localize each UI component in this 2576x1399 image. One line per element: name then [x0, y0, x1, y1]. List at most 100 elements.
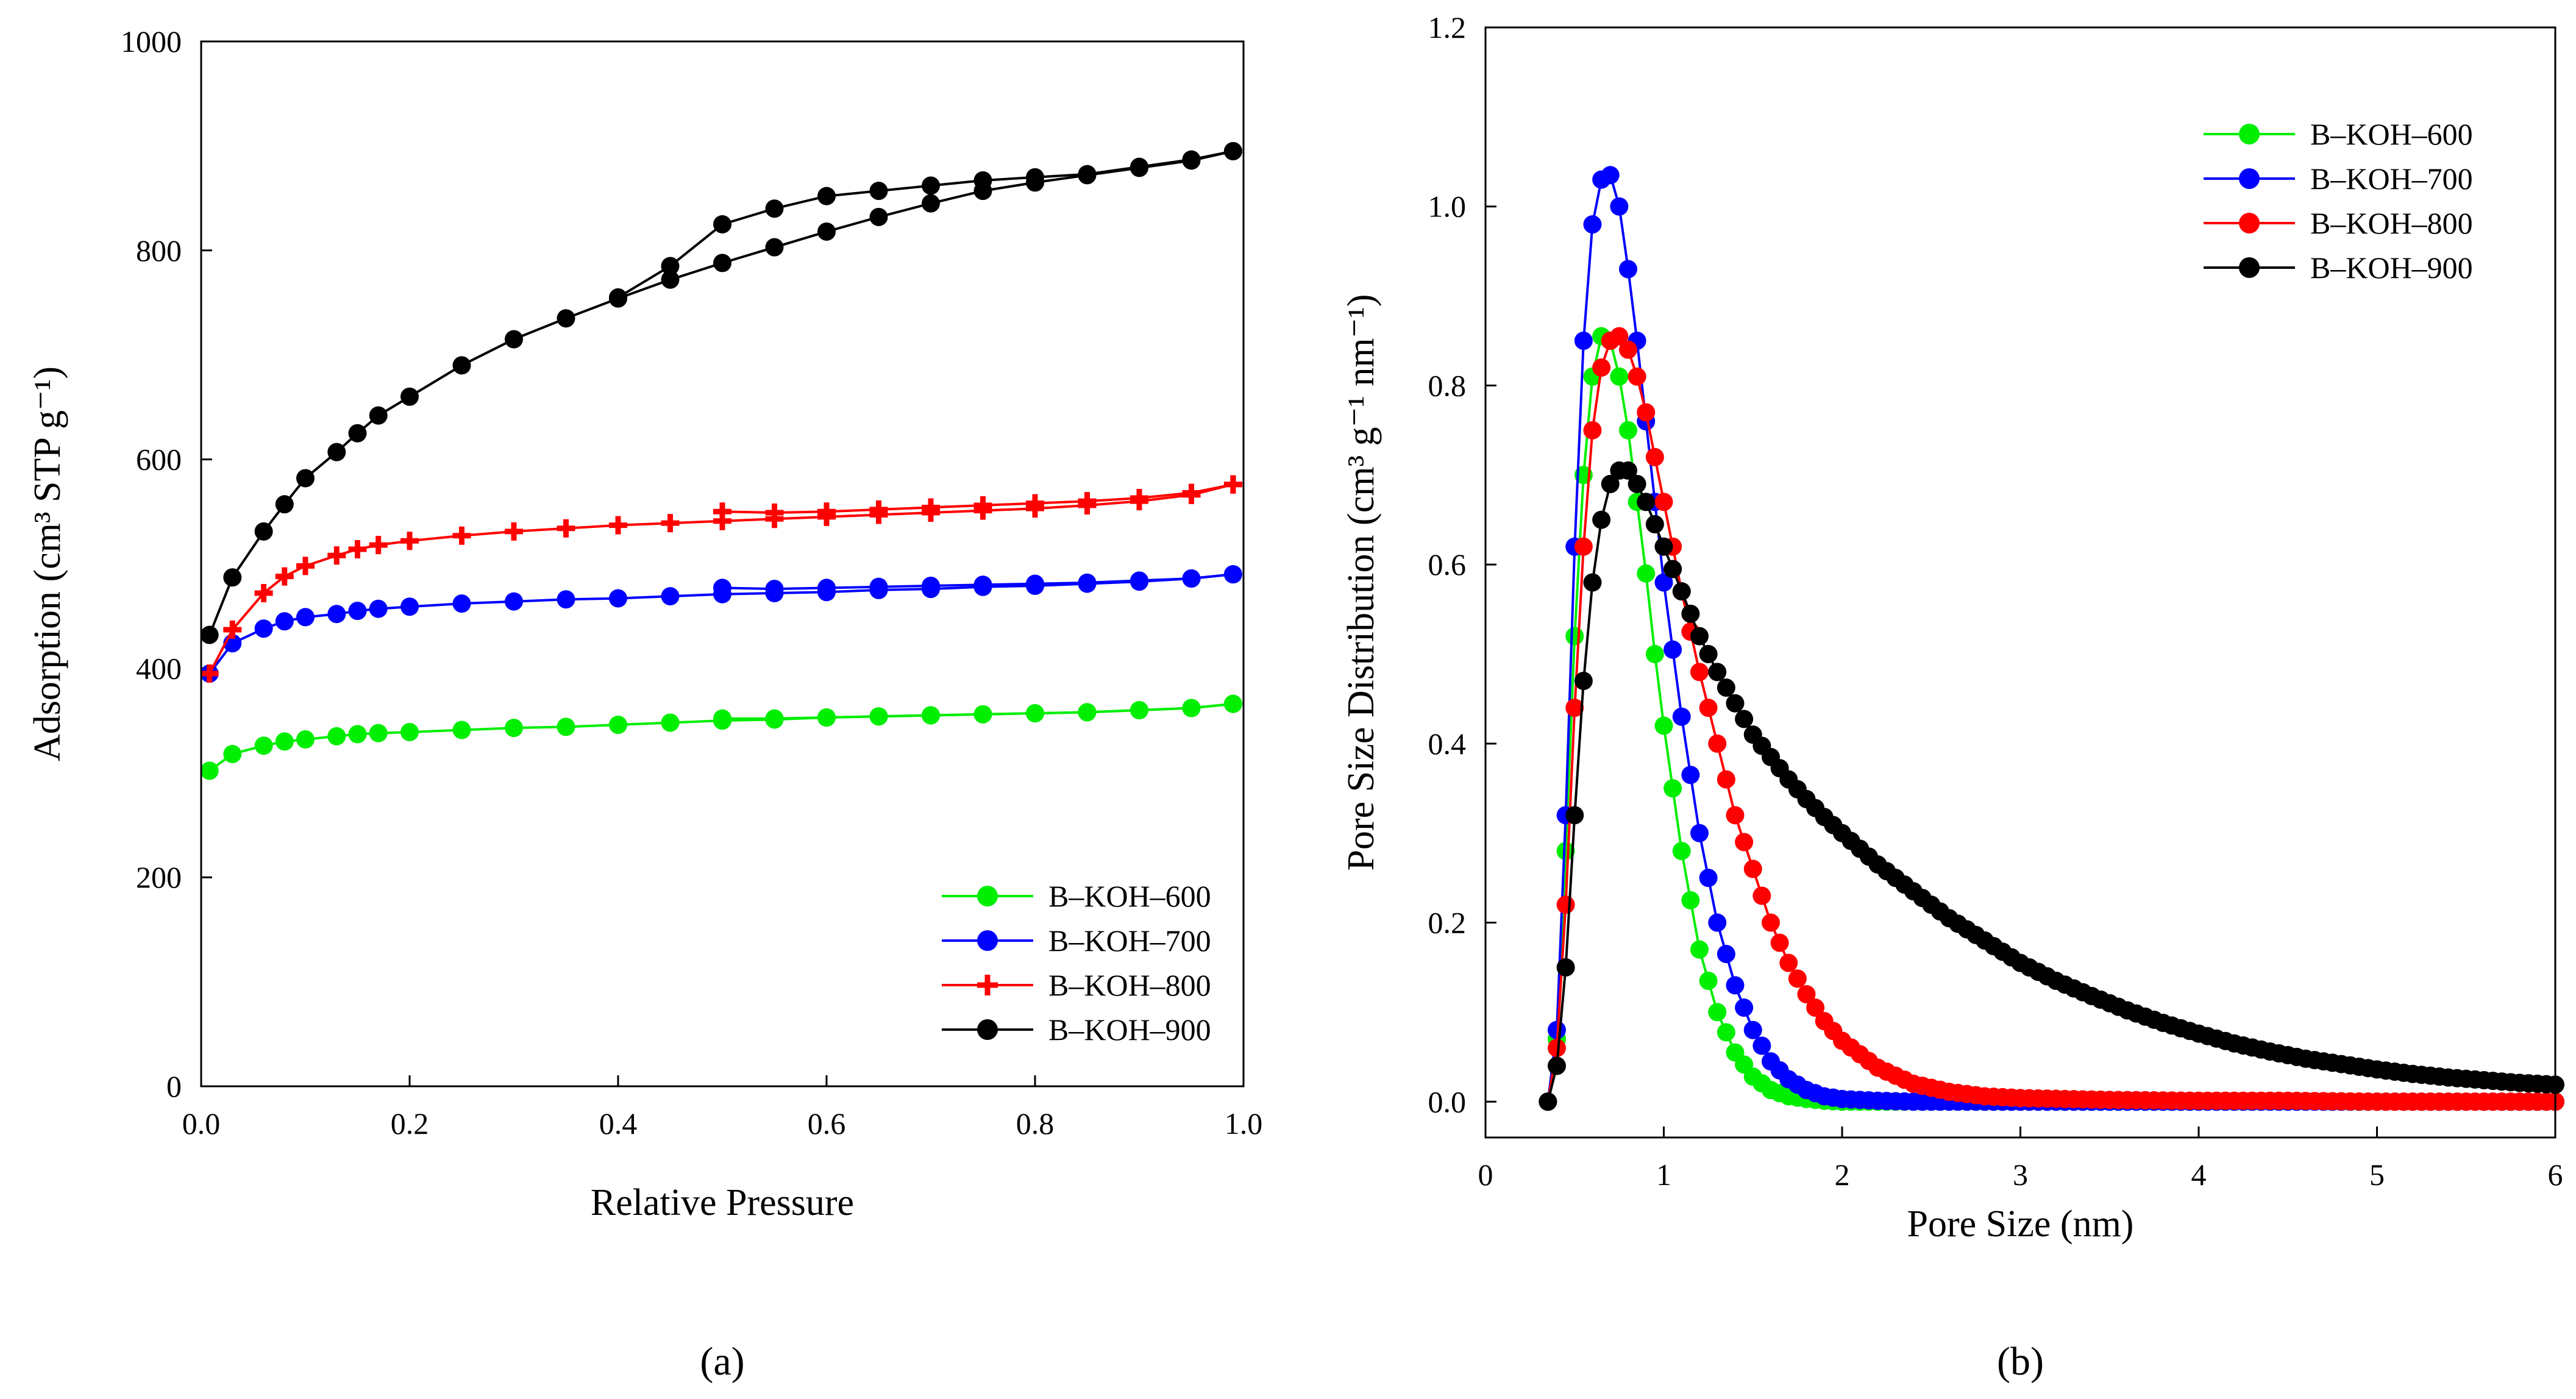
data-point [1699, 699, 1718, 717]
desorption-point [1130, 157, 1148, 176]
data-point [1770, 933, 1789, 952]
data-point [1663, 640, 1682, 659]
data-point [1743, 860, 1762, 878]
y-tick-label: 0.4 [1428, 727, 1467, 761]
data-point [1752, 886, 1771, 905]
legend-item-b-koh-600: B–KOH–600 [2204, 117, 2473, 151]
adsorption-point [922, 194, 940, 213]
y-tick-label: 1.2 [1428, 10, 1467, 44]
chart-b-legend: B–KOH–600 B–KOH–700 B–KOH–800 B–KOH–900 [2204, 117, 2473, 285]
adsorption-point [327, 443, 346, 461]
legend-marker [2239, 124, 2260, 144]
legend-marker [977, 886, 998, 906]
adsorption-point [505, 719, 523, 738]
adsorption-point [557, 717, 575, 736]
legend-marker [977, 930, 998, 951]
data-point [1797, 985, 1816, 1004]
chart-a-x-axis-title: Relative Pressure [591, 1182, 854, 1223]
adsorption-point [327, 727, 346, 746]
desorption-point [1223, 475, 1242, 494]
legend-item-b-koh-600: B–KOH–600 [942, 879, 1211, 913]
desorption-point [922, 576, 940, 595]
data-point [1690, 940, 1709, 959]
data-point [1548, 1039, 1566, 1058]
data-point [1574, 537, 1593, 556]
adsorption-point [275, 567, 294, 586]
data-point [1779, 953, 1798, 972]
data-point [1628, 474, 1646, 493]
data-point [1681, 766, 1700, 785]
chart-b-ticks: 0 1 2 3 4 5 6 0.0 0.2 0.4 0.6 0.8 1.0 1.2 [1428, 10, 2563, 1192]
data-point [1735, 999, 1754, 1017]
desorption-point [869, 707, 888, 726]
desorption-point [922, 176, 940, 195]
adsorption-point [505, 522, 523, 541]
data-point [1743, 1020, 1762, 1039]
desorption-point [1026, 494, 1044, 513]
y-tick-label: 400 [136, 651, 182, 685]
legend-item-b-koh-900: B–KOH–900 [2204, 251, 2473, 285]
adsorption-point [609, 516, 627, 535]
adsorption-point [661, 587, 680, 606]
data-point [1788, 969, 1807, 988]
adsorption-point [452, 526, 471, 545]
data-point [1645, 515, 1664, 534]
adsorption-point [327, 546, 346, 565]
chart-b-panel-label: (b) [1997, 1339, 2044, 1384]
legend-item-b-koh-800: B–KOH–800 [942, 968, 1211, 1002]
adsorption-point [869, 207, 888, 226]
series-b-koh-900 [1539, 461, 2564, 1111]
data-point [1699, 644, 1718, 663]
desorption-point [765, 709, 784, 728]
y-tick-label: 0.8 [1428, 368, 1467, 402]
adsorption-point [223, 744, 242, 763]
data-point [1717, 678, 1735, 697]
x-tick-label: 0 [1478, 1158, 1493, 1192]
desorption-point [1078, 492, 1097, 511]
chart-a-legend: B–KOH–600 B–KOH–700 B–KOH–800 B–KOH–900 [942, 879, 1211, 1047]
data-point [1637, 403, 1656, 422]
data-point [1672, 582, 1691, 601]
series-b-koh-700 [200, 565, 1242, 683]
chart-a-plot-frame [200, 40, 1245, 1088]
adsorption-point [348, 725, 367, 744]
desorption-point [1026, 704, 1044, 723]
data-point [1708, 734, 1727, 753]
desorption-point [1130, 700, 1148, 719]
chart-b-plot-frame [1484, 26, 2556, 1139]
desorption-point [765, 504, 784, 522]
adsorption-point [661, 713, 680, 732]
desorption-point [1182, 699, 1201, 717]
data-point [1548, 1056, 1566, 1075]
desorption-point [1223, 141, 1242, 160]
x-tick-label: 0.2 [391, 1106, 429, 1141]
adsorption-point [400, 387, 419, 406]
desorption-point [817, 502, 836, 521]
x-tick-label: 1.0 [1225, 1106, 1263, 1141]
data-point [1681, 604, 1700, 623]
legend-label: B–KOH–700 [1048, 924, 1211, 958]
data-point [1681, 891, 1700, 910]
adsorption-point [275, 732, 294, 751]
adsorption-point [254, 619, 273, 638]
legend-marker [977, 975, 998, 995]
legend-label: B–KOH–800 [2310, 206, 2473, 240]
desorption-point [1078, 165, 1097, 183]
data-point [1645, 447, 1664, 466]
y-tick-label: 0.0 [1428, 1084, 1467, 1119]
desorption-point [1223, 694, 1242, 713]
desorption-point [713, 578, 731, 597]
adsorption-point [452, 356, 471, 375]
adsorption-point [661, 514, 680, 533]
adsorption-point [254, 583, 273, 602]
adsorption-point [223, 568, 242, 587]
desorption-point [1026, 168, 1044, 187]
chart-a-panel-label: (a) [700, 1339, 744, 1384]
data-point [1726, 694, 1745, 713]
data-point [1699, 972, 1718, 991]
desorption-point [869, 182, 888, 201]
chart-a-series [200, 141, 1242, 780]
data-point [1628, 367, 1646, 386]
adsorption-point [400, 722, 419, 741]
